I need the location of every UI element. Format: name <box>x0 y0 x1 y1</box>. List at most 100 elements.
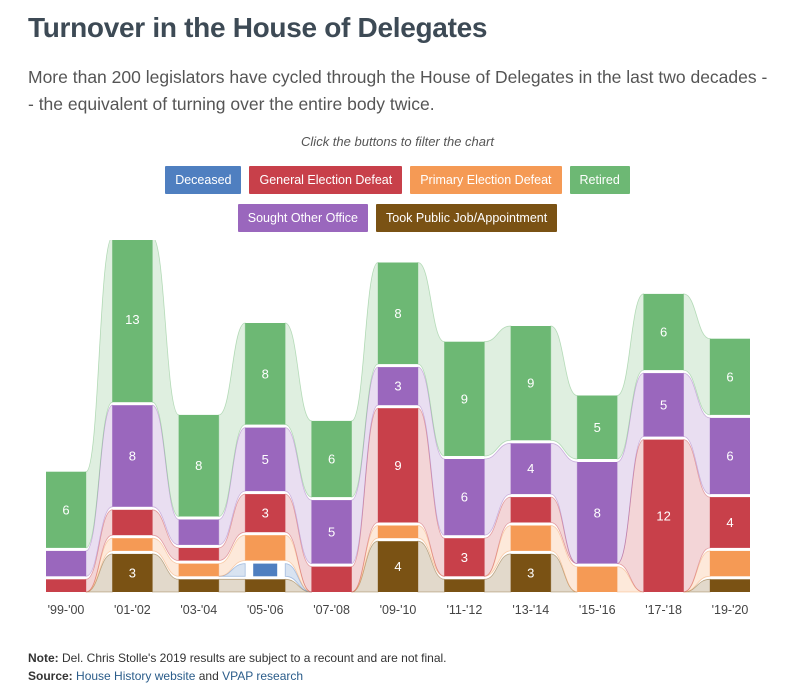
turnover-stacked-chart: 3 4 3 3 9 3 12 4 8 5 5 3 6 4 8 5 6 6 13 8 8 6 8 9 9 5 6 6 '99-'00 '01… <box>46 240 750 617</box>
data-label: 8 <box>394 306 401 321</box>
flow-band <box>417 366 445 536</box>
bar-segment <box>577 395 618 459</box>
data-label: 5 <box>328 524 335 539</box>
flow-band <box>616 439 644 593</box>
data-label: 9 <box>527 376 534 391</box>
x-tick-label: '15-'16 <box>579 603 616 617</box>
bar-segment <box>710 417 750 495</box>
note-text: Del. Chris Stolle's 2019 results are sub… <box>58 651 447 665</box>
bar-segment <box>444 538 485 577</box>
bar-segment <box>577 462 618 564</box>
flow-band <box>616 566 644 593</box>
flow-band <box>417 407 445 577</box>
data-label: 13 <box>125 312 139 327</box>
bar-segment <box>710 579 750 592</box>
note-label: Note: <box>28 651 59 665</box>
filter-button-row: Sought Other Office Took Public Job/Appo… <box>0 204 795 232</box>
filter-button-row: Deceased General Election Defeat Primary… <box>0 166 795 194</box>
chart-subtitle: More than 200 legislators have cycled th… <box>28 67 768 114</box>
data-label: 9 <box>394 458 401 473</box>
bar-segment <box>577 566 618 592</box>
flow-band <box>683 372 711 495</box>
bar-segment <box>444 341 485 456</box>
filter-instruction: Click the buttons to filter the chart <box>301 134 494 149</box>
data-label: 3 <box>394 379 401 394</box>
bar-segment <box>178 579 219 592</box>
bar-segment <box>378 525 418 539</box>
flow-band <box>550 442 578 565</box>
bar-segment <box>643 373 684 437</box>
bar-segment <box>444 579 485 592</box>
data-label: 6 <box>62 502 69 517</box>
data-label: 4 <box>527 461 534 476</box>
x-tick-label: '01-'02 <box>114 603 151 617</box>
bar-layer: 3 4 3 3 9 3 12 4 8 5 5 3 6 4 8 5 6 6 13 8 8 6 8 9 9 5 6 6 <box>46 240 750 592</box>
bar-segment <box>311 500 352 564</box>
bar-segment <box>112 405 153 507</box>
bar-segment <box>510 326 551 441</box>
data-label: 8 <box>262 366 269 381</box>
source-label: Source: <box>28 669 73 683</box>
data-label: 6 <box>328 452 335 467</box>
bar-segment <box>245 535 286 561</box>
x-tick-label: '03-'04 <box>180 603 217 617</box>
data-label: 8 <box>195 458 202 473</box>
bar-segment <box>710 497 750 548</box>
bar-segment <box>178 563 219 577</box>
data-label: 6 <box>726 449 733 464</box>
bar-segment <box>112 509 153 536</box>
bar-segment <box>311 566 352 592</box>
bar-segment <box>46 550 86 577</box>
x-tick-label: '05-'06 <box>247 603 284 617</box>
x-tick-label: '07-'08 <box>313 603 350 617</box>
flow-band <box>85 404 113 577</box>
flow-band <box>85 509 113 593</box>
chart-note: Note: Del. Chris Stolle's 2019 results a… <box>28 651 447 665</box>
chart-source: Source: House History website and VPAP r… <box>28 669 303 683</box>
x-tick-label: '13-'14 <box>512 603 549 617</box>
filter-button-took-public-job[interactable]: Took Public Job/Appointment <box>376 204 558 232</box>
flow-band <box>616 372 644 565</box>
bar-segment <box>378 262 418 365</box>
data-label: 5 <box>262 452 269 467</box>
bar-segment <box>112 240 153 403</box>
data-label: 4 <box>394 559 401 574</box>
bar-segment <box>245 323 286 425</box>
source-link-vpap[interactable]: VPAP research <box>222 669 304 683</box>
bar-segment <box>643 439 684 592</box>
filter-button-general-election-defeat[interactable]: General Election Defeat <box>249 166 403 194</box>
bar-segment <box>510 553 551 592</box>
bar-segment <box>245 427 286 492</box>
data-label: 8 <box>129 449 136 464</box>
data-label: 3 <box>129 565 136 580</box>
flow-band <box>351 407 379 593</box>
bar-segment <box>378 367 418 406</box>
x-tick-label: '19-'20 <box>712 603 749 617</box>
flow-band <box>284 534 312 593</box>
flow-band <box>484 442 512 536</box>
flow-band <box>351 366 379 565</box>
filter-button-deceased[interactable]: Deceased <box>165 166 242 194</box>
flow-band <box>218 563 246 577</box>
flow-band <box>284 578 312 593</box>
source-connector: and <box>195 669 223 683</box>
bar-segment <box>510 525 551 551</box>
bar-segment <box>444 459 485 536</box>
data-label: 3 <box>461 550 468 565</box>
data-label: 12 <box>656 508 670 523</box>
bar-segment <box>311 420 352 498</box>
bar-segment <box>510 443 551 495</box>
data-label: 5 <box>594 420 601 435</box>
x-tick-label: '99-'00 <box>48 603 85 617</box>
flow-layer <box>85 240 711 593</box>
bar-segment <box>378 408 418 523</box>
data-label: 8 <box>594 505 601 520</box>
bar-segment <box>378 541 418 592</box>
filter-button-primary-election-defeat[interactable]: Primary Election Defeat <box>410 166 562 194</box>
filter-button-sought-other-office[interactable]: Sought Other Office <box>237 204 369 232</box>
bar-segment <box>710 338 750 415</box>
flow-band <box>152 404 180 546</box>
filter-button-retired[interactable]: Retired <box>569 166 630 194</box>
bar-segment <box>46 579 86 592</box>
source-link-house-history[interactable]: House History website <box>76 669 196 683</box>
